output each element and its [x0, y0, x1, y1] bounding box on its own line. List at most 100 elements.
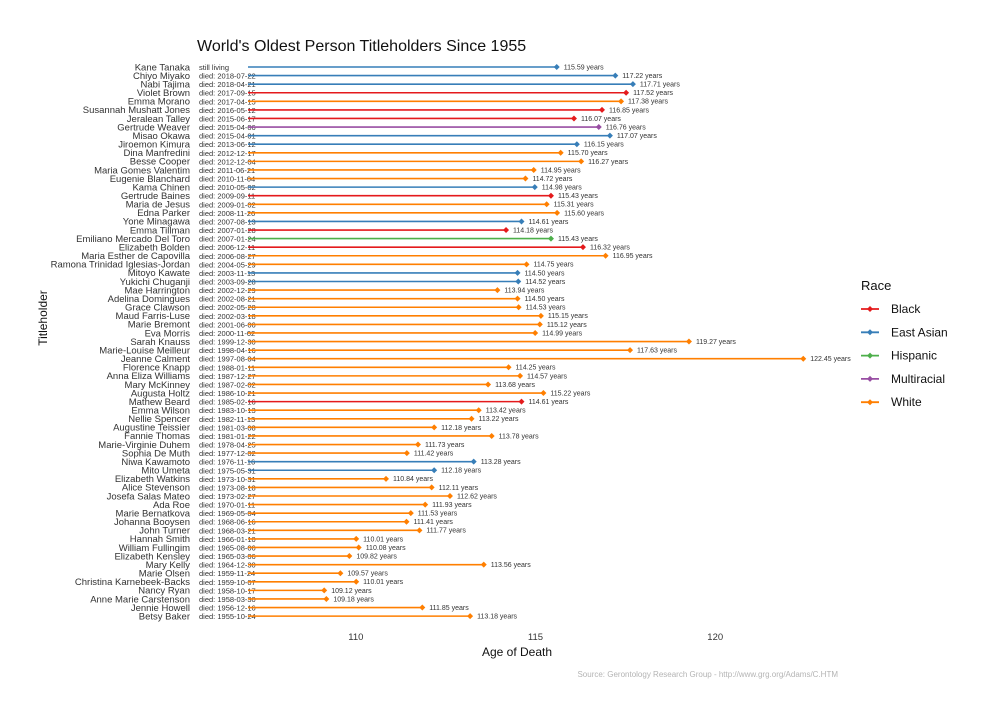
titleholder-name: Alice Stevenson [122, 483, 190, 494]
age-value-label: 114.50 years [525, 270, 565, 277]
death-date-label: died: 2015-04-01 [199, 132, 256, 141]
lollipop-point [557, 149, 564, 156]
titleholder-name: Yukichi Chuganji [120, 277, 190, 288]
lollipop-point [468, 415, 475, 422]
lollipop-point [530, 166, 537, 173]
lollipop-point [627, 347, 634, 354]
lollipop-point [353, 578, 360, 585]
age-value-label: 111.42 years [414, 451, 454, 458]
age-value-label: 114.99 years [542, 330, 582, 337]
lollipop-point [407, 510, 414, 517]
age-value-label: 116.76 years [606, 124, 646, 131]
legend-label: Hispanic [891, 349, 937, 363]
lollipop-point [337, 570, 344, 577]
titleholder-name: Mae Harrington [125, 285, 190, 296]
age-value-label: 109.82 years [356, 553, 397, 560]
lollipop-point [514, 269, 521, 276]
titleholder-name: Marie Bernatkova [116, 508, 191, 519]
titleholder-name: Elizabeth Watkins [115, 474, 190, 485]
titleholder-name: Mary McKinney [125, 380, 191, 391]
death-date-label: died: 2010-11-04 [199, 175, 255, 184]
age-value-label: 115.70 years [568, 150, 608, 157]
titleholder-name: Nancy Ryan [138, 586, 190, 597]
legend-label: East Asian [891, 325, 948, 339]
chart-title: World's Oldest Person Titleholders Since… [197, 38, 526, 55]
death-date-label: died: 1966-01-10 [199, 535, 256, 544]
lollipop-point [536, 321, 543, 328]
titleholder-name: Betsy Baker [139, 611, 190, 622]
lollipop-point [553, 64, 560, 70]
death-date-label: died: 1983-10-13 [199, 406, 256, 415]
age-value-label: 117.63 years [637, 348, 677, 355]
age-value-label: 114.52 years [525, 279, 565, 286]
age-value-label: 115.31 years [554, 202, 594, 209]
lollipop-point [514, 295, 521, 302]
lollipop-point [494, 287, 501, 294]
death-date-label: died: 1987-02-02 [199, 380, 256, 389]
death-date-label: died: 1981-01-22 [199, 432, 256, 441]
legend-label: White [891, 395, 922, 409]
age-value-label: 114.61 years [528, 219, 568, 226]
titleholder-name: Gertrude Weaver [117, 122, 190, 133]
lollipop-point [446, 493, 453, 499]
legend-key-point [867, 329, 873, 336]
age-value-label: 114.72 years [532, 176, 572, 183]
death-date-label: died: 2006-12-11 [199, 243, 255, 252]
titleholder-name: Emma Tillman [130, 225, 190, 236]
age-value-label: 114.25 years [516, 365, 556, 372]
titleholder-name: Gertrude Baines [121, 191, 190, 202]
death-date-label: died: 2012-12-17 [199, 149, 256, 158]
titleholder-name: Jeanne Calment [121, 354, 191, 365]
death-date-label: died: 2018-04-21 [199, 80, 256, 89]
lollipop-point [573, 141, 580, 148]
age-value-label: 113.22 years [479, 416, 519, 423]
age-value-label: 117.38 years [628, 99, 668, 106]
death-date-label: died: 2004-05-29 [199, 260, 256, 269]
legend: Race Black East Asian Hispanic Multiracial W… [861, 278, 948, 409]
death-date-label: died: 2015-04-06 [199, 123, 256, 132]
titleholder-name: Elizabeth Bolden [119, 242, 190, 253]
age-value-label: 115.12 years [547, 322, 587, 329]
titleholder-name: Eva Morris [145, 328, 191, 339]
titleholder-name: Ramona Trinidad Iglesias-Jordan [51, 260, 190, 271]
death-date-label: died: 1997-08-04 [199, 355, 256, 364]
titleholder-name: Kama Chinen [132, 182, 190, 193]
lollipop-point [523, 261, 530, 268]
death-date-label: died: 1987-12-27 [199, 372, 256, 381]
lollipop-point [547, 192, 554, 199]
lollipop-point [547, 235, 554, 242]
lollipop-point [518, 218, 525, 225]
age-value-label: 115.15 years [548, 313, 588, 320]
lollipop-point [522, 175, 529, 182]
death-date-label: died: 1973-08-18 [199, 483, 256, 492]
age-value-label: 122.45 years [810, 356, 851, 363]
age-value-label: 113.78 years [499, 433, 539, 440]
death-date-label: died: 2007-01-28 [199, 226, 256, 235]
age-value-label: 115.59 years [564, 64, 604, 71]
titleholder-name: Maria Esther de Capovilla [81, 251, 190, 262]
death-date-label: died: 1969-05-04 [199, 509, 256, 518]
titleholder-name: Josefa Salas Mateo [107, 491, 190, 502]
age-value-label: 113.42 years [486, 408, 526, 415]
death-date-label: died: 1958-03-30 [199, 595, 256, 604]
lollipop-point [599, 106, 606, 113]
lollipop-point [403, 450, 410, 457]
death-date-label: died: 2017-04-15 [199, 97, 256, 106]
lollipop-point [543, 201, 550, 208]
titleholder-name: Ada Roe [153, 500, 190, 511]
titleholder-name: Johanna Booysen [114, 517, 190, 528]
titleholder-name: Susannah Mushatt Jones [83, 105, 190, 116]
lollipop-point [488, 432, 495, 439]
lollipop-point [503, 227, 510, 234]
titleholder-name: Yone Minagawa [123, 217, 191, 228]
death-date-label: died: 1973-10-31 [199, 475, 256, 484]
titleholder-name: Besse Cooper [130, 157, 190, 168]
age-value-label: 109.12 years [331, 588, 372, 595]
legend-key-point [867, 306, 873, 312]
age-value-label: 110.01 years [363, 536, 403, 543]
age-value-label: 113.56 years [491, 562, 531, 569]
age-value-label: 114.18 years [513, 227, 553, 234]
titleholder-name: Hannah Smith [130, 534, 190, 545]
lollipop-point [422, 501, 429, 508]
age-value-label: 116.15 years [584, 142, 624, 149]
